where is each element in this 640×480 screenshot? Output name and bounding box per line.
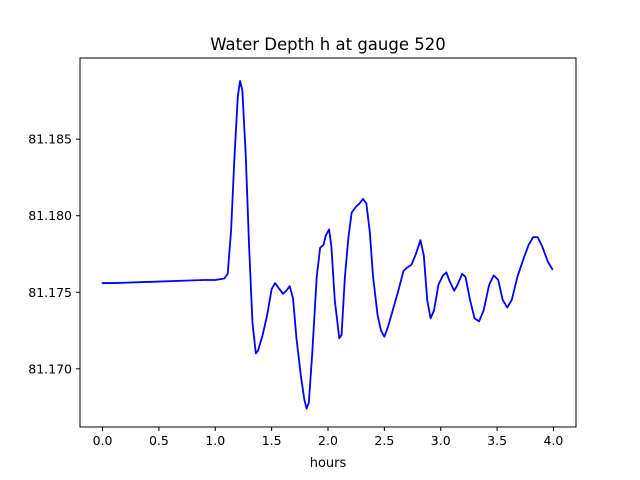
x-tick-label: 3.0	[431, 433, 451, 448]
y-tick-label: 81.175	[28, 285, 72, 300]
x-tick-label: 1.5	[262, 433, 282, 448]
x-tick-label: 3.5	[487, 433, 507, 448]
y-tick-label: 81.180	[28, 208, 72, 223]
x-tick-label: 2.5	[374, 433, 394, 448]
x-axis-ticks: 0.0 0.5 1.0 1.5 2.0 2.5 3.0 3.5 4.0	[93, 427, 564, 448]
y-axis-ticks: 81.170 81.175 81.180 81.185	[28, 132, 80, 376]
y-tick-label: 81.185	[28, 132, 72, 147]
x-tick-label: 0.0	[93, 433, 113, 448]
plot-area: 0.0 0.5 1.0 1.5 2.0 2.5 3.0 3.5 4.0 81.170 81.175…	[28, 57, 577, 448]
x-tick-label: 2.0	[318, 433, 338, 448]
x-tick-label: 4.0	[544, 433, 564, 448]
y-tick-label: 81.170	[28, 361, 72, 376]
x-tick-label: 0.5	[149, 433, 169, 448]
x-tick-label: 1.0	[205, 433, 225, 448]
water-depth-line	[101, 80, 554, 410]
chart-title: Water Depth h at gauge 520	[210, 35, 445, 54]
axes-frame	[79, 57, 577, 428]
x-axis-label: hours	[310, 456, 347, 471]
